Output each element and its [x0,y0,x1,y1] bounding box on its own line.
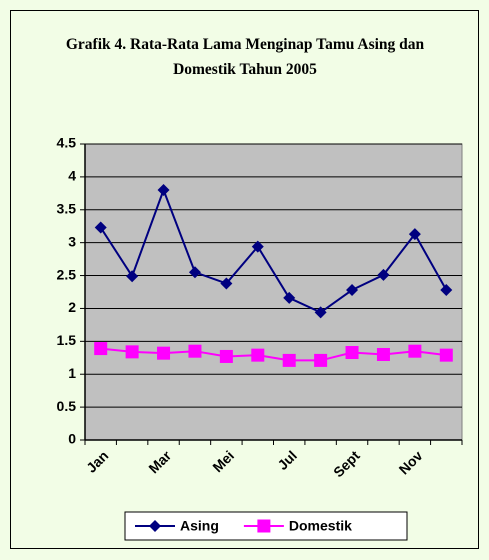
data-point [439,348,453,362]
x-tick-label: Mar [145,447,174,476]
data-point [251,240,264,253]
data-point [188,266,201,279]
data-point [94,342,108,356]
legend-marker [149,520,161,532]
data-point [157,346,171,360]
data-point [125,345,139,359]
chart-title: Grafik 4. Rata-Rata Lama Menginap Tamu A… [65,36,425,78]
legend-label: Asing [180,518,219,534]
data-point [408,228,421,241]
data-point [408,344,422,358]
y-tick-label: 0.5 [57,398,77,414]
data-point [157,184,170,197]
y-tick-label: 1.5 [57,332,77,348]
data-point [282,353,296,367]
x-tick-label: Nov [396,447,426,477]
data-point [219,349,233,363]
data-point [314,353,328,367]
x-tick-label: Jan [83,447,111,475]
legend: Asing Domestik [124,511,408,541]
data-point [376,347,390,361]
data-point [126,270,139,283]
y-tick-label: 2.5 [57,266,77,282]
data-point [440,284,453,297]
plot-area [84,143,463,441]
x-tick-label: Sept [330,447,363,480]
data-point [377,268,390,281]
data-point [314,306,327,319]
series-line [99,187,448,314]
y-tick-label: 0 [68,431,76,447]
y-tick-label: 2 [68,299,76,315]
x-tick-label: Mei [209,447,237,475]
legend-marker [257,519,271,533]
y-tick-label: 4.5 [57,135,77,151]
data-point [188,344,202,358]
data-point [346,284,359,297]
x-tick-label: Jul [274,447,300,473]
y-tick-label: 3.5 [57,200,77,216]
y-tick-label: 3 [68,233,76,249]
data-point [345,346,359,360]
data-point [220,277,233,290]
data-point [94,221,107,234]
y-tick-label: 4 [68,168,76,184]
legend-label: Domestik [289,518,352,534]
data-point [283,291,296,304]
data-point [251,348,265,362]
y-tick-label: 1 [68,365,76,381]
